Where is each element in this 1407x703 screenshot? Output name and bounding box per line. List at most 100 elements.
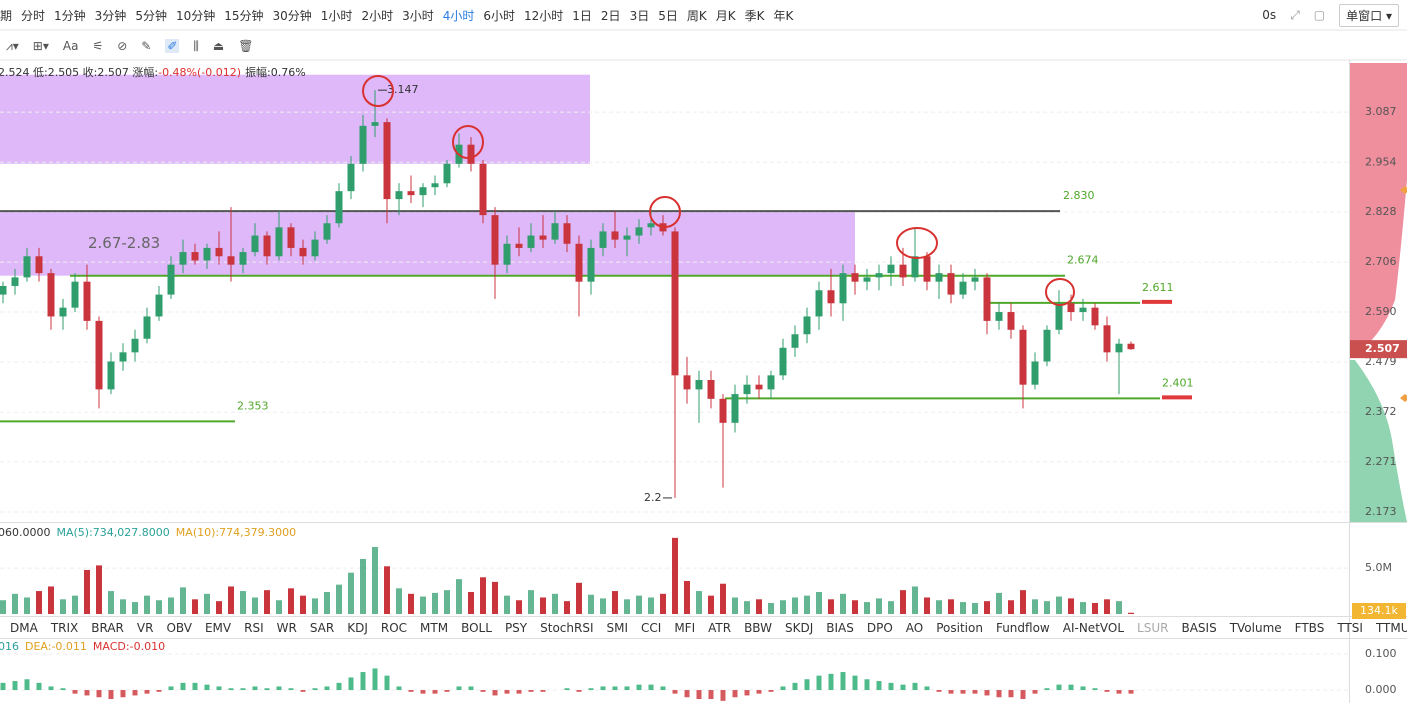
volume-bar	[972, 602, 978, 614]
indicator-tab[interactable]: BASIS	[1181, 621, 1217, 635]
period[interactable]: 月K	[715, 8, 736, 23]
period[interactable]: 2日	[600, 8, 621, 23]
tool-icon[interactable]: ✎	[141, 39, 152, 53]
tool-icon[interactable]: ⫼	[193, 38, 199, 53]
window-mode[interactable]: 单窗口 ▾	[1339, 3, 1399, 27]
tool-icon[interactable]: ⩘▾	[6, 38, 19, 53]
volume-bar	[1044, 601, 1050, 614]
period[interactable]: 年K	[773, 8, 794, 23]
indicator-tab[interactable]: SKDJ	[784, 621, 814, 635]
indicator-tab[interactable]: DMA	[10, 621, 38, 635]
tool-icon[interactable]: ⊘	[117, 39, 128, 53]
tool-icon[interactable]: ⚟	[92, 39, 104, 53]
refresh[interactable]: 0s	[1262, 8, 1277, 22]
period[interactable]: 5日	[658, 8, 678, 23]
period[interactable]: 1小时	[320, 8, 353, 23]
macd-bar	[708, 690, 714, 700]
period[interactable]: 10分钟	[175, 8, 216, 23]
macd-bar	[420, 690, 426, 694]
volume-bar	[84, 569, 90, 614]
tool-text[interactable]: Aa	[62, 39, 79, 53]
period[interactable]: 3分钟	[94, 8, 127, 23]
period[interactable]: 3小时	[402, 8, 434, 23]
period[interactable]: 6小时	[483, 8, 515, 23]
volume-legend: MA(5):734,027.8000	[57, 526, 170, 539]
indicator-tab[interactable]: WR	[276, 621, 297, 635]
tool-icon[interactable]: 🗑	[238, 39, 254, 53]
indicator-tab[interactable]: TTMU	[1375, 621, 1407, 635]
indicator-tab[interactable]: DPO	[866, 621, 893, 635]
period[interactable]: 5分钟	[135, 8, 167, 23]
indicator-tab[interactable]: SAR	[309, 621, 335, 635]
volume-bar	[696, 591, 702, 614]
indicator-tab[interactable]: BOLL	[461, 621, 492, 635]
indicator-tab[interactable]: StochRSI	[540, 621, 594, 635]
volume-bar	[576, 582, 582, 614]
indicator-tab[interactable]: TVolume	[1229, 621, 1282, 635]
period[interactable]: 1日	[572, 8, 592, 23]
indicator-tab[interactable]: LSUR	[1137, 621, 1169, 635]
period[interactable]: 4小时	[442, 8, 475, 23]
indicator-tab[interactable]: ATR	[708, 621, 732, 635]
indicator-tab[interactable]: BBW	[744, 621, 772, 635]
volume-bar	[552, 593, 558, 614]
macd-bar	[240, 688, 246, 691]
indicator-tab[interactable]: TRIX	[50, 621, 79, 635]
indicator-tab[interactable]: Position	[936, 621, 983, 635]
indicator-tab[interactable]: OBV	[166, 621, 192, 635]
extreme-low-label: 2.2	[644, 491, 662, 504]
candle-body	[251, 235, 259, 253]
period[interactable]: 30分钟	[272, 8, 312, 23]
icon[interactable]: ⤢	[1290, 7, 1300, 22]
indicator-tab[interactable]: AI-NetVOL	[1062, 621, 1125, 635]
icon[interactable]: ▢	[1313, 8, 1326, 22]
period[interactable]: 分时	[21, 8, 46, 23]
volume-bar	[504, 595, 510, 614]
period[interactable]: 15分钟	[224, 8, 264, 23]
highlight-circle	[649, 196, 681, 228]
indicator-tab[interactable]: AO	[905, 621, 924, 635]
macd-bar	[1104, 690, 1110, 692]
period[interactable]: 1分钟	[54, 8, 86, 23]
period[interactable]: 周K	[686, 8, 707, 23]
indicator-tab[interactable]: MTM	[420, 621, 449, 635]
volume-bar	[72, 595, 78, 614]
indicator-tab[interactable]: EMV	[204, 621, 232, 635]
indicator-tab[interactable]: FTBS	[1294, 621, 1325, 635]
indicator-tab[interactable]: CCI	[641, 621, 662, 635]
indicator-tab[interactable]: Fundflow	[995, 621, 1050, 635]
macd-bar	[528, 690, 534, 692]
indicator-tab[interactable]: SMI	[606, 621, 629, 635]
period[interactable]: 季K	[744, 8, 765, 23]
period[interactable]: 2小时	[361, 8, 394, 23]
highlight-circle	[1045, 278, 1075, 306]
tool-icon[interactable]: ✐	[165, 39, 180, 53]
y-tick-label: 2.479	[1365, 355, 1397, 368]
indicator-tab[interactable]: KDJ	[347, 621, 368, 635]
indicator-tab[interactable]: RSI	[244, 621, 264, 635]
period[interactable]: 周期	[0, 8, 13, 23]
macd-bar	[300, 690, 306, 692]
indicator-tab[interactable]: PSY	[504, 621, 528, 635]
macd-bar	[768, 690, 774, 692]
tool-icon[interactable]: ⏏	[212, 39, 225, 53]
volume-bar	[288, 588, 294, 614]
indicator-tab[interactable]: TTSI	[1337, 621, 1363, 635]
macd-bar	[936, 690, 942, 692]
period[interactable]: 12小时	[524, 8, 564, 23]
volume-bar	[996, 592, 1002, 614]
volume-bar	[444, 590, 450, 614]
volume-bar	[612, 591, 618, 614]
indicator-tab[interactable]: ROC	[380, 621, 408, 635]
candle-body	[1079, 307, 1087, 313]
volume-bar	[48, 586, 54, 614]
indicator-tab[interactable]: BIAS	[826, 621, 854, 635]
volume-bar	[1092, 602, 1098, 614]
indicator-tab[interactable]: VR	[136, 621, 154, 635]
candle-body	[647, 223, 655, 228]
indicator-tab[interactable]: MFI	[674, 621, 696, 635]
indicator-tab[interactable]: BRAR	[91, 621, 124, 635]
macd-bar	[816, 675, 822, 691]
tool-icon[interactable]: ⊞▾	[32, 39, 49, 53]
period[interactable]: 3日	[629, 8, 650, 23]
